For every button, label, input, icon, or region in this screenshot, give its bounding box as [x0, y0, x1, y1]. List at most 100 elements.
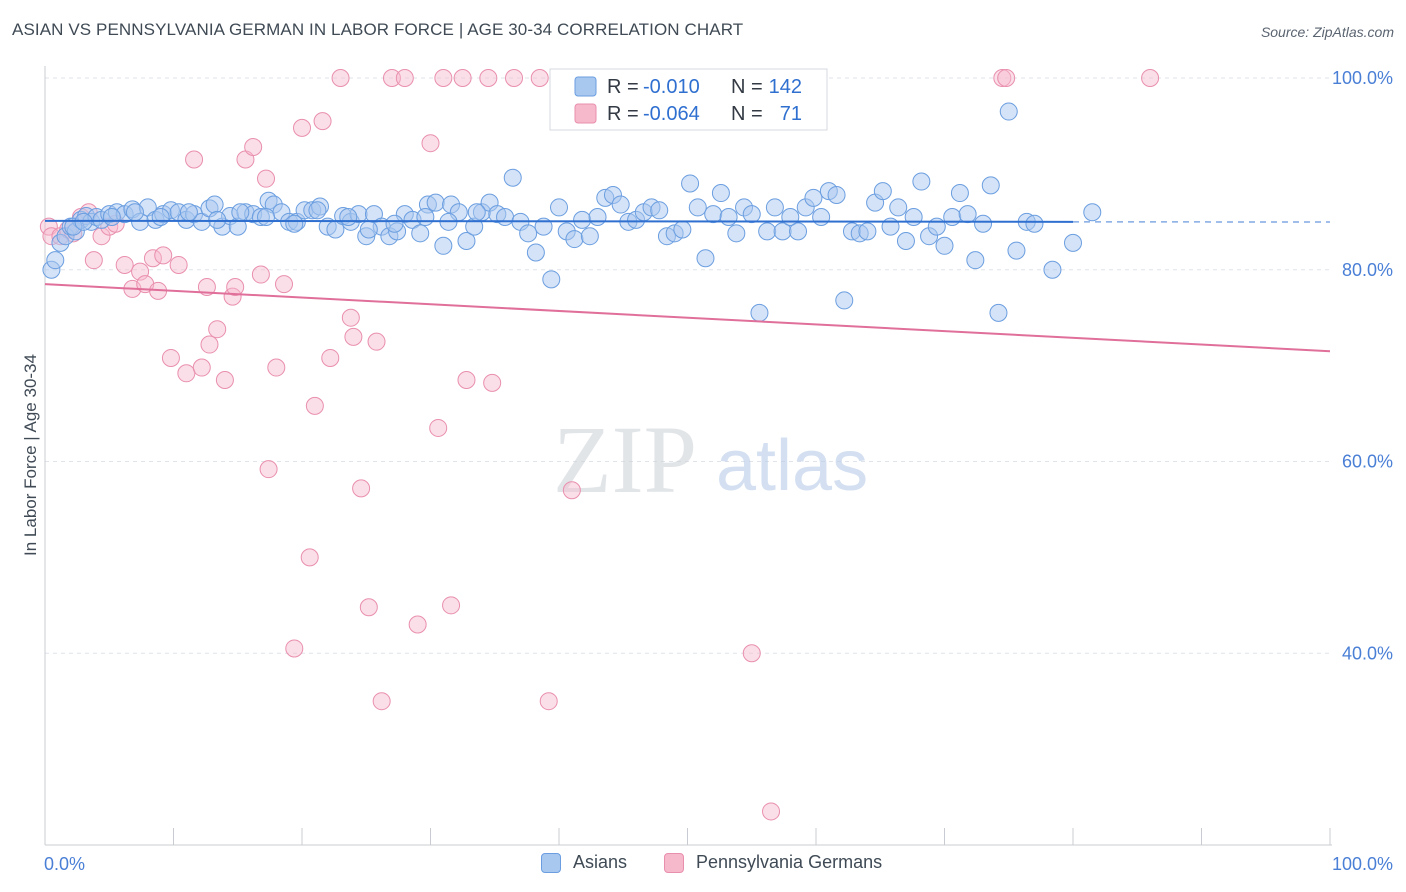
- asians-point: [496, 208, 515, 227]
- pennsylvania-germans-point: [251, 265, 270, 284]
- pennsylvania-germans-point: [115, 255, 134, 274]
- legend-n-value-1: 142: [769, 76, 802, 98]
- asians-point: [385, 214, 404, 233]
- asians-point: [102, 208, 121, 227]
- pennsylvania-germans-point: [215, 371, 234, 390]
- asians-point: [681, 174, 700, 193]
- asians-point: [696, 249, 715, 268]
- trend-lines: [44, 219, 1331, 353]
- pennsylvania-germans-point: [479, 69, 498, 87]
- asians-swatch: [541, 852, 561, 873]
- asians-point: [727, 224, 746, 243]
- pennsylvania-germans-point: [997, 69, 1016, 87]
- pennsylvania-germans-point: [208, 320, 227, 339]
- asians-point: [999, 102, 1018, 121]
- asians-point: [308, 201, 327, 220]
- asians-point: [457, 231, 476, 250]
- asians-point: [673, 220, 692, 239]
- asians-point: [789, 222, 808, 241]
- y-tick-label-100: 100.0%: [1332, 68, 1393, 88]
- asians-point: [742, 205, 761, 224]
- pennsylvania-germans-swatch: [664, 852, 684, 873]
- asians-legend-label: Asians: [573, 852, 628, 872]
- asians-point: [950, 184, 969, 203]
- bottom-legend-pennsylvania-germans: Pennsylvania Germans: [664, 852, 882, 873]
- asians-point: [565, 230, 584, 249]
- pennsylvania-germans-point: [530, 69, 549, 87]
- chart-title: ASIAN VS PENNSYLVANIA GERMAN IN LABOR FO…: [12, 20, 744, 39]
- pennsylvania-germans-point: [161, 348, 180, 367]
- legend-r-value-2: -0.064: [643, 103, 700, 125]
- asians-point: [519, 224, 538, 243]
- pennsylvania-germans-point: [344, 327, 363, 346]
- pennsylvania-germans-point: [226, 278, 245, 297]
- legend-n-value-2: 71: [780, 103, 802, 125]
- pennsylvania-germans-point: [367, 332, 386, 351]
- asians-point: [765, 198, 784, 217]
- pennsylvania-germans-point: [275, 275, 294, 294]
- pennsylvania-germans-point: [300, 548, 319, 567]
- pennsylvania-germans-point: [321, 348, 340, 367]
- pennsylvania-germans-point: [305, 396, 324, 415]
- bottom-legend-asians: Asians: [541, 852, 627, 873]
- asians-point: [411, 224, 430, 243]
- asians-point: [719, 208, 738, 227]
- asians-point: [1025, 214, 1044, 233]
- x-tick-label-max: 100.0%: [1332, 854, 1393, 874]
- pennsylvania-germans-point: [483, 373, 502, 392]
- y-axis-label: In Labor Force | Age 30-34: [21, 354, 40, 556]
- pennsylvania-germans-point: [382, 69, 401, 87]
- asians-point: [588, 208, 607, 227]
- pennsylvania-germans-point: [442, 596, 461, 615]
- legend-swatch-asians: [574, 76, 597, 97]
- asians-point: [231, 203, 250, 222]
- pennsylvania-germans-point: [285, 639, 304, 658]
- watermark-zip: ZIP: [553, 406, 697, 513]
- axes: [44, 66, 1332, 846]
- pennsylvania-germans-point: [742, 644, 761, 663]
- asians-point: [573, 210, 592, 229]
- watermark-atlas: atlas: [716, 426, 868, 506]
- pennsylvania-germans-point: [359, 598, 378, 617]
- asians-point: [151, 208, 170, 227]
- tick-labels: 40.0% 60.0% 80.0% 100.0% 0.0% 100.0%: [44, 68, 1393, 874]
- pennsylvania-germans-point: [293, 118, 311, 137]
- asians-trend-line: [44, 219, 1074, 223]
- pennsylvania-germans-point: [395, 69, 414, 87]
- asians-point: [981, 176, 1000, 195]
- asians-point: [257, 208, 276, 227]
- legend-swatch-pennsylvania-germans: [574, 103, 597, 124]
- asians-point: [688, 198, 707, 217]
- pennsylvania-germans-point: [259, 460, 278, 479]
- asians-point: [758, 222, 777, 241]
- y-tick-label-80: 80.0%: [1342, 260, 1393, 280]
- asians-point: [904, 208, 923, 227]
- asians-point: [873, 182, 892, 201]
- pennsylvania-germans-point: [177, 364, 196, 383]
- pennsylvania-germans-point: [143, 249, 162, 268]
- asians-point: [208, 210, 227, 229]
- asians-point: [812, 208, 831, 227]
- asians-point: [534, 217, 553, 236]
- pennsylvania-germans-point: [169, 255, 188, 274]
- asians-point: [966, 251, 985, 270]
- pennsylvania-germans-point: [341, 308, 360, 327]
- grid-lines: [45, 77, 1330, 654]
- asians-point: [827, 185, 846, 204]
- pennsylvania-germans-point: [457, 371, 476, 390]
- pennsylvania-germans-point: [993, 69, 1012, 87]
- pennsylvania-germans-point: [1141, 69, 1160, 87]
- asians-point: [750, 303, 769, 322]
- asians-point: [943, 208, 962, 227]
- asians-point: [542, 270, 561, 289]
- legend-n-label-2: N =: [731, 103, 763, 125]
- pennsylvania-germans-point: [421, 134, 440, 153]
- asians-point: [434, 236, 453, 255]
- pennsylvania-germans-point: [267, 358, 286, 377]
- pennsylvania-germans-point: [84, 251, 103, 270]
- asians-point: [46, 251, 65, 270]
- asians-point: [179, 203, 198, 222]
- asians-point: [650, 201, 669, 220]
- asians-point: [858, 222, 877, 241]
